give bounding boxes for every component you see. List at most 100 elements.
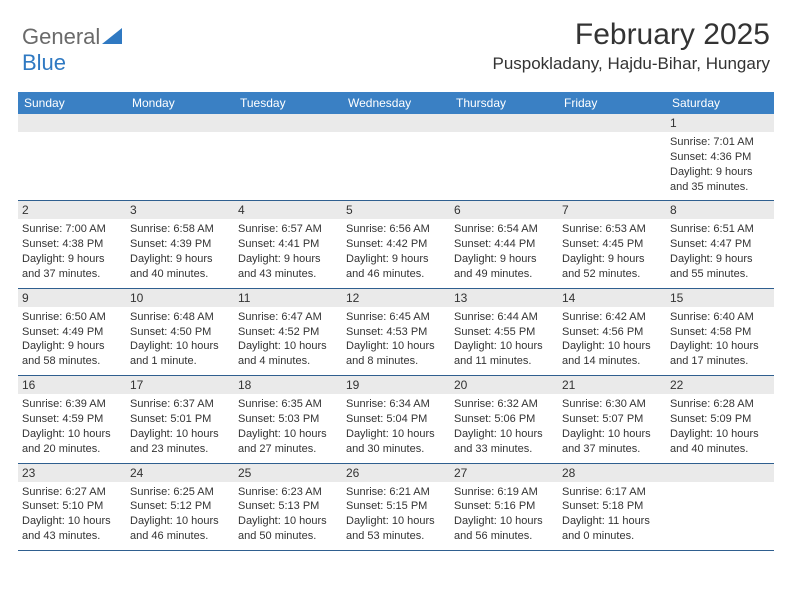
day-number: 5 [342, 201, 450, 219]
day-number: 21 [558, 376, 666, 394]
day-details: Sunrise: 6:42 AMSunset: 4:56 PMDaylight:… [562, 310, 662, 369]
title-block: February 2025 Puspokladany, Hajdu-Bihar,… [492, 18, 770, 74]
day-details: Sunrise: 6:51 AMSunset: 4:47 PMDaylight:… [670, 222, 770, 281]
day-cell: 20Sunrise: 6:32 AMSunset: 5:06 PMDayligh… [450, 376, 558, 462]
day-number: 2 [18, 201, 126, 219]
logo-word-2: Blue [22, 50, 66, 75]
weekday-header: Friday [558, 92, 666, 114]
day-number [342, 114, 450, 132]
day-number: 26 [342, 464, 450, 482]
day-cell: 21 Sunrise: 6:30 AMSunset: 5:07 PMDayligh… [558, 376, 666, 462]
day-cell [126, 114, 234, 200]
day-cell: 25Sunrise: 6:23 AMSunset: 5:13 PMDayligh… [234, 464, 342, 550]
day-details: Sunrise: 6:35 AMSunset: 5:03 PMDaylight:… [238, 397, 338, 456]
day-cell [558, 114, 666, 200]
day-details: Sunrise: 6:54 AMSunset: 4:44 PMDaylight:… [454, 222, 554, 281]
week-row: 23Sunrise: 6:27 AMSunset: 5:10 PMDayligh… [18, 464, 774, 551]
day-cell [342, 114, 450, 200]
day-number: 14 [558, 289, 666, 307]
day-details: Sunrise: 6:39 AMSunset: 4:59 PMDaylight:… [22, 397, 122, 456]
weeks-container: 1Sunrise: 7:01 AMSunset: 4:36 PMDaylight… [18, 114, 774, 551]
day-number [234, 114, 342, 132]
day-number: 28 [558, 464, 666, 482]
day-number: 12 [342, 289, 450, 307]
day-cell [234, 114, 342, 200]
day-number: 20 [450, 376, 558, 394]
logo: General Blue [22, 24, 122, 76]
day-number [126, 114, 234, 132]
calendar: SundayMondayTuesdayWednesdayThursdayFrid… [18, 92, 774, 551]
day-details: Sunrise: 6:28 AMSunset: 5:09 PMDaylight:… [670, 397, 770, 456]
header: General Blue February 2025 Puspokladany,… [0, 0, 792, 84]
logo-word-1: General [22, 24, 100, 49]
day-cell: 5 Sunrise: 6:56 AMSunset: 4:42 PMDaylight… [342, 201, 450, 287]
day-number: 16 [18, 376, 126, 394]
day-details: Sunrise: 6:56 AMSunset: 4:42 PMDaylight:… [346, 222, 446, 281]
weekday-header: Wednesday [342, 92, 450, 114]
month-title: February 2025 [492, 18, 770, 52]
day-cell: 7 Sunrise: 6:53 AMSunset: 4:45 PMDaylight… [558, 201, 666, 287]
day-cell: 10 Sunrise: 6:48 AMSunset: 4:50 PMDayligh… [126, 289, 234, 375]
day-cell: 9Sunrise: 6:50 AMSunset: 4:49 PMDaylight… [18, 289, 126, 375]
day-number: 22 [666, 376, 774, 394]
week-row: 16 Sunrise: 6:39 AMSunset: 4:59 PMDayligh… [18, 376, 774, 463]
day-cell [18, 114, 126, 200]
day-cell: 16 Sunrise: 6:39 AMSunset: 4:59 PMDayligh… [18, 376, 126, 462]
day-number: 27 [450, 464, 558, 482]
day-number: 15 [666, 289, 774, 307]
week-row: 1Sunrise: 7:01 AMSunset: 4:36 PMDaylight… [18, 114, 774, 201]
day-details: Sunrise: 6:47 AMSunset: 4:52 PMDaylight:… [238, 310, 338, 369]
day-details: Sunrise: 6:27 AMSunset: 5:10 PMDaylight:… [22, 485, 122, 544]
logo-triangle-icon [102, 28, 122, 44]
day-details: Sunrise: 6:45 AMSunset: 4:53 PMDaylight:… [346, 310, 446, 369]
day-number: 17 [126, 376, 234, 394]
day-details: Sunrise: 6:23 AMSunset: 5:13 PMDaylight:… [238, 485, 338, 544]
day-number [450, 114, 558, 132]
day-number: 4 [234, 201, 342, 219]
day-cell: 22 Sunrise: 6:28 AMSunset: 5:09 PMDayligh… [666, 376, 774, 462]
day-number: 10 [126, 289, 234, 307]
day-cell: 6 Sunrise: 6:54 AMSunset: 4:44 PMDaylight… [450, 201, 558, 287]
day-cell: 26Sunrise: 6:21 AMSunset: 5:15 PMDayligh… [342, 464, 450, 550]
week-row: 9Sunrise: 6:50 AMSunset: 4:49 PMDaylight… [18, 289, 774, 376]
day-details: Sunrise: 6:48 AMSunset: 4:50 PMDaylight:… [130, 310, 230, 369]
weekday-header: Thursday [450, 92, 558, 114]
day-details: Sunrise: 7:00 AMSunset: 4:38 PMDaylight:… [22, 222, 122, 281]
day-details: Sunrise: 6:44 AMSunset: 4:55 PMDaylight:… [454, 310, 554, 369]
day-details: Sunrise: 6:58 AMSunset: 4:39 PMDaylight:… [130, 222, 230, 281]
day-number: 18 [234, 376, 342, 394]
day-cell: 12 Sunrise: 6:45 AMSunset: 4:53 PMDayligh… [342, 289, 450, 375]
day-details: Sunrise: 6:19 AMSunset: 5:16 PMDaylight:… [454, 485, 554, 544]
day-details: Sunrise: 6:57 AMSunset: 4:41 PMDaylight:… [238, 222, 338, 281]
weekday-header: Monday [126, 92, 234, 114]
day-number: 11 [234, 289, 342, 307]
weekday-header: Saturday [666, 92, 774, 114]
day-number: 6 [450, 201, 558, 219]
day-details: Sunrise: 6:17 AMSunset: 5:18 PMDaylight:… [562, 485, 662, 544]
day-cell: 23Sunrise: 6:27 AMSunset: 5:10 PMDayligh… [18, 464, 126, 550]
day-number: 24 [126, 464, 234, 482]
day-details: Sunrise: 6:37 AMSunset: 5:01 PMDaylight:… [130, 397, 230, 456]
day-cell: 1Sunrise: 7:01 AMSunset: 4:36 PMDaylight… [666, 114, 774, 200]
location-subtitle: Puspokladany, Hajdu-Bihar, Hungary [492, 54, 770, 74]
day-number [666, 464, 774, 482]
day-cell: 13 Sunrise: 6:44 AMSunset: 4:55 PMDayligh… [450, 289, 558, 375]
day-details: Sunrise: 6:53 AMSunset: 4:45 PMDaylight:… [562, 222, 662, 281]
day-cell: 19Sunrise: 6:34 AMSunset: 5:04 PMDayligh… [342, 376, 450, 462]
day-cell: 11 Sunrise: 6:47 AMSunset: 4:52 PMDayligh… [234, 289, 342, 375]
logo-text: General Blue [22, 24, 122, 76]
day-cell [666, 464, 774, 550]
day-number: 13 [450, 289, 558, 307]
day-details: Sunrise: 6:30 AMSunset: 5:07 PMDaylight:… [562, 397, 662, 456]
day-cell: 18 Sunrise: 6:35 AMSunset: 5:03 PMDayligh… [234, 376, 342, 462]
day-cell: 27 Sunrise: 6:19 AMSunset: 5:16 PMDayligh… [450, 464, 558, 550]
day-number: 1 [666, 114, 774, 132]
day-cell: 24Sunrise: 6:25 AMSunset: 5:12 PMDayligh… [126, 464, 234, 550]
day-number: 3 [126, 201, 234, 219]
day-cell: 8Sunrise: 6:51 AMSunset: 4:47 PMDaylight… [666, 201, 774, 287]
weekday-header-row: SundayMondayTuesdayWednesdayThursdayFrid… [18, 92, 774, 114]
day-cell: 3 Sunrise: 6:58 AMSunset: 4:39 PMDaylight… [126, 201, 234, 287]
weekday-header: Tuesday [234, 92, 342, 114]
day-details: Sunrise: 6:50 AMSunset: 4:49 PMDaylight:… [22, 310, 122, 369]
day-number: 7 [558, 201, 666, 219]
